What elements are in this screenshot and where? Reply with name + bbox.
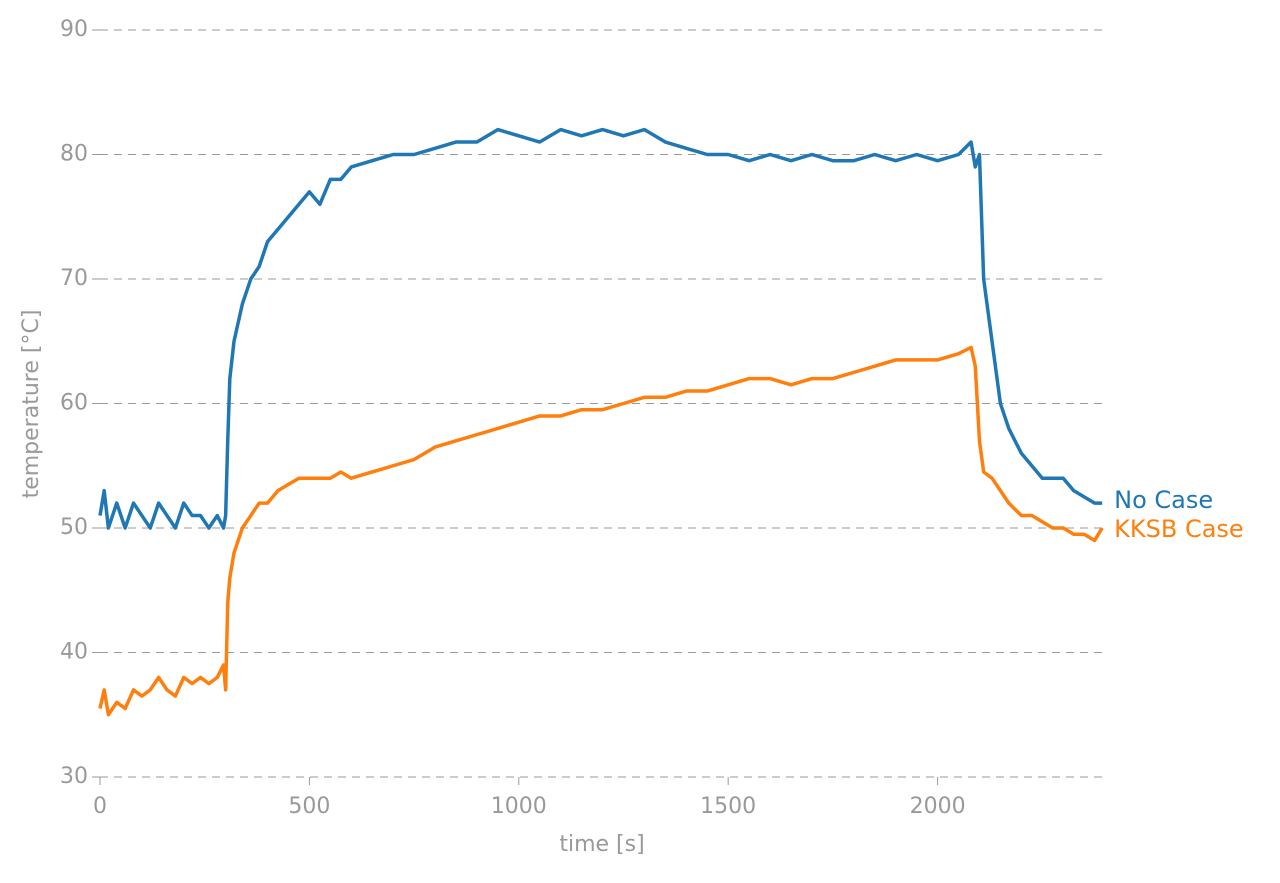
y-tick-label: 50	[60, 515, 88, 540]
y-axis-label: temperature [°C]	[19, 310, 44, 499]
line-series	[98, 345, 1104, 717]
x-tick-label: 2000	[910, 794, 966, 819]
x-tick-label: 0	[93, 794, 107, 819]
y-tick-label: 40	[60, 640, 88, 665]
series-label: No Case	[1114, 486, 1213, 514]
y-tick-label: 70	[60, 266, 88, 291]
line-series	[98, 127, 1103, 530]
series-label: KKSB Case	[1114, 515, 1244, 543]
x-tick-label: 1000	[491, 794, 547, 819]
y-tick-label: 80	[60, 142, 88, 167]
x-axis-label: time [s]	[559, 832, 644, 857]
x-tick-label: 500	[288, 794, 330, 819]
x-tick-label: 1500	[700, 794, 756, 819]
y-tick-label: 30	[60, 764, 88, 789]
y-tick-label: 90	[60, 17, 88, 42]
y-tick-label: 60	[60, 391, 88, 416]
